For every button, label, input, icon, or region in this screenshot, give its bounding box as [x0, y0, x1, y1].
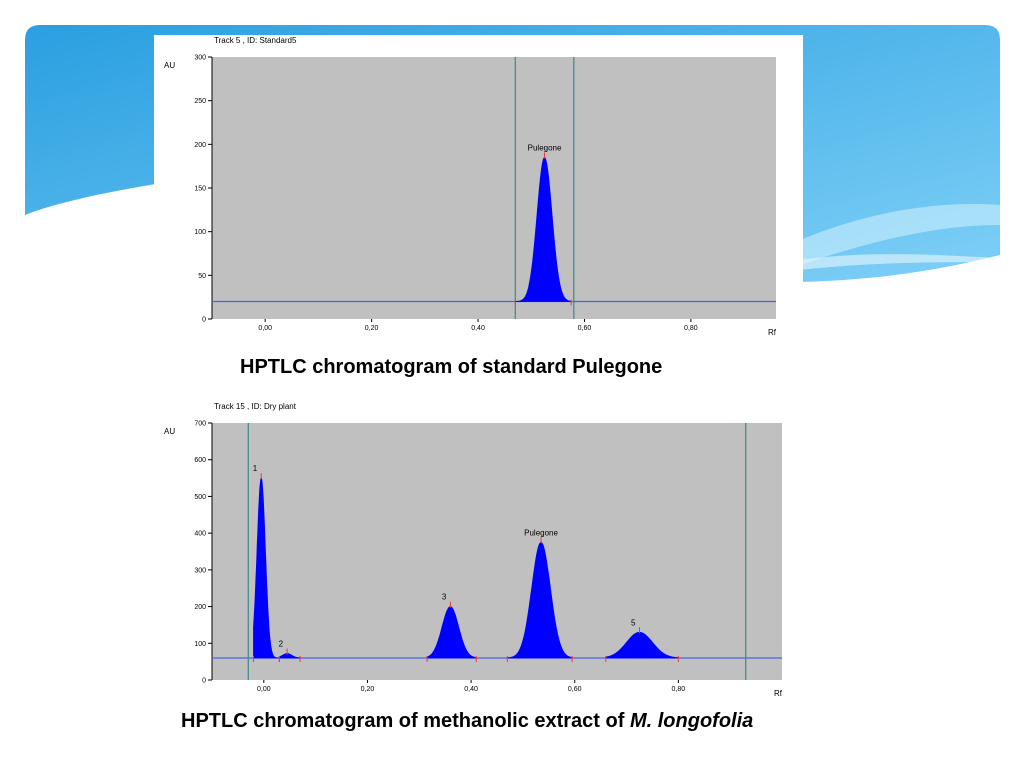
standard-y-tick-label: 300: [194, 55, 206, 62]
extract-x-axis-label: Rf: [774, 689, 783, 698]
standard-y-tick-label: 250: [194, 98, 206, 105]
extract-y-tick-label: 300: [194, 567, 206, 574]
standard-track-title: Track 5 , ID: Standard5: [214, 36, 297, 45]
extract-y-tick-label: 500: [194, 494, 206, 501]
extract-peak: [279, 653, 301, 659]
standard-x-tick-label: 0,60: [578, 325, 592, 332]
standard-y-tick-label: 0: [202, 317, 206, 324]
standard-x-tick-label: 0,20: [365, 325, 379, 332]
standard-x-tick-label: 0,00: [258, 325, 272, 332]
extract-x-tick-label: 0,40: [464, 686, 478, 693]
caption-standard: HPTLC chromatogram of standard Pulegone: [240, 356, 663, 378]
chromatogram-standard-panel: Track 5 , ID: Standard5 AU Rf 0 50 100 150 200 2…: [154, 35, 803, 343]
chromatogram-standard-chart: Track 5 , ID: Standard5 AU Rf 0 50 100 150 200 2…: [164, 36, 777, 337]
extract-x-tick-label: 0,00: [257, 686, 271, 693]
extract-peak: [253, 477, 280, 659]
extract-y-tick-label: 100: [194, 641, 206, 648]
standard-y-axis-label: AU: [164, 61, 175, 70]
extract-peak-label: 3: [442, 593, 447, 602]
extract-peak-label: 2: [279, 640, 284, 649]
standard-x-axis-label: Rf: [768, 328, 777, 337]
standard-y-tick-label: 100: [194, 229, 206, 236]
extract-y-tick-label: 0: [202, 678, 206, 685]
chromatogram-extract-panel: Track 15 , ID: Dry plant AU Rf 0 100 200 300 40…: [154, 395, 803, 700]
extract-peak-label: 1: [253, 464, 258, 473]
extract-x-tick-label: 0,60: [568, 686, 582, 693]
extract-peak-label: Pulegone: [524, 528, 558, 537]
standard-peak: [515, 156, 572, 302]
extract-y-tick-label: 400: [194, 531, 206, 538]
extract-y-tick-label: 600: [194, 457, 206, 464]
standard-plot-area: [212, 57, 776, 319]
extract-plot-area: [212, 423, 782, 680]
extract-y-tick-label: 700: [194, 421, 206, 428]
extract-peak: [426, 606, 477, 659]
standard-peak-label: Pulegone: [528, 143, 562, 152]
extract-track-title: Track 15 , ID: Dry plant: [214, 402, 297, 411]
extract-y-tick-label: 200: [194, 604, 206, 611]
standard-x-tick-label: 0,40: [471, 325, 485, 332]
standard-x-tick-label: 0,80: [684, 325, 698, 332]
chromatogram-extract-chart: Track 15 , ID: Dry plant AU Rf 0 100 200 300 40…: [164, 402, 783, 698]
extract-peak: [605, 631, 679, 659]
standard-y-tick-label: 50: [198, 273, 206, 280]
extract-x-tick-label: 0,80: [672, 686, 686, 693]
standard-y-tick-label: 200: [194, 142, 206, 149]
extract-peak-label: 5: [631, 618, 636, 627]
standard-y-tick-label: 150: [194, 186, 206, 193]
extract-y-axis-label: AU: [164, 427, 175, 436]
caption-extract-text: HPTLC chromatogram of methanolic extract…: [181, 710, 630, 732]
caption-extract-species: M. longofolia: [629, 710, 754, 732]
caption-extract: HPTLC chromatogram of methanolic extract…: [181, 710, 753, 733]
extract-x-tick-label: 0,20: [361, 686, 375, 693]
